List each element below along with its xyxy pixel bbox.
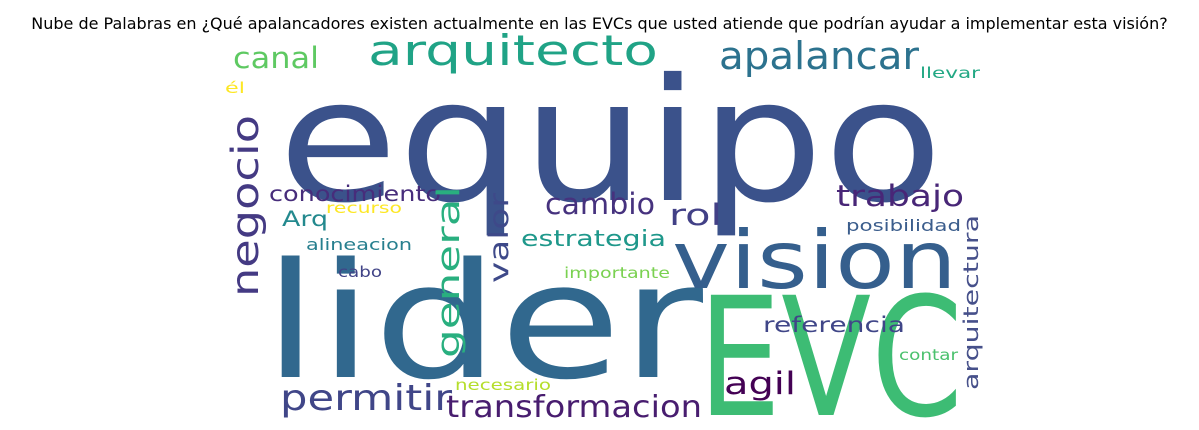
word-lider: lider xyxy=(263,228,703,415)
word-general: general xyxy=(431,186,467,358)
word-permitir: permitir xyxy=(280,378,452,419)
word-arquitectura: arquitectura xyxy=(959,215,983,390)
word-conocimiento: conocimiento xyxy=(269,182,441,206)
word-arq: Arq xyxy=(282,207,328,231)
word-contar: contar xyxy=(899,346,959,364)
word-necesario: necesario xyxy=(455,376,551,394)
chart-title: Nube de Palabras en ¿Qué apalancadores e… xyxy=(31,14,1168,33)
word-apalancar: apalancar xyxy=(719,34,919,78)
word-el: él xyxy=(225,79,245,97)
word-rol: rol xyxy=(669,198,722,232)
word-posibilidad: posibilidad xyxy=(846,216,961,235)
word-canal: canal xyxy=(233,41,319,75)
word-vision: vision xyxy=(672,214,957,307)
word-llevar: llevar xyxy=(920,64,981,82)
word-recurso: recurso xyxy=(326,199,402,217)
word-cabo: cabo xyxy=(338,263,382,281)
word-negocio: negocio xyxy=(224,115,267,297)
word-alineacion: alineacion xyxy=(306,235,412,254)
word-referencia: referencia xyxy=(763,313,905,337)
word-evc: EVC xyxy=(698,262,963,430)
word-trabajo: trabajo xyxy=(836,179,964,213)
word-importante: importante xyxy=(564,264,670,282)
word-transformacion: transformacion xyxy=(446,390,702,425)
word-estrategia: estrategia xyxy=(521,227,666,252)
word-cambio: cambio xyxy=(545,187,655,221)
word-valor: valor xyxy=(484,192,515,283)
word-equipo: equipo xyxy=(278,43,943,241)
word-agil: agil xyxy=(724,366,796,402)
word-arquitecto: arquitecto xyxy=(368,26,658,75)
